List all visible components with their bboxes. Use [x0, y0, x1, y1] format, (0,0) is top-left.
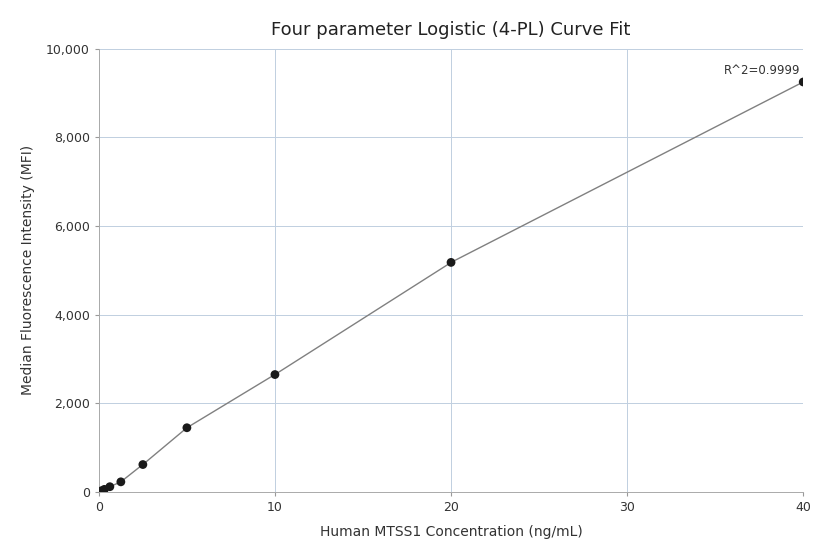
Point	[136, 460, 150, 469]
Point	[103, 482, 116, 491]
X-axis label: Human MTSS1 Concentration (ng/mL): Human MTSS1 Concentration (ng/mL)	[319, 525, 582, 539]
Text: R^2=0.9999: R^2=0.9999	[724, 64, 800, 77]
Point	[181, 423, 194, 432]
Point	[95, 486, 108, 495]
Point	[796, 77, 810, 86]
Title: Four parameter Logistic (4-PL) Curve Fit: Four parameter Logistic (4-PL) Curve Fit	[271, 21, 631, 39]
Point	[444, 258, 458, 267]
Point	[114, 477, 127, 486]
Y-axis label: Median Fluorescence Intensity (MFI): Median Fluorescence Intensity (MFI)	[21, 145, 35, 395]
Point	[97, 485, 111, 494]
Point	[268, 370, 281, 379]
